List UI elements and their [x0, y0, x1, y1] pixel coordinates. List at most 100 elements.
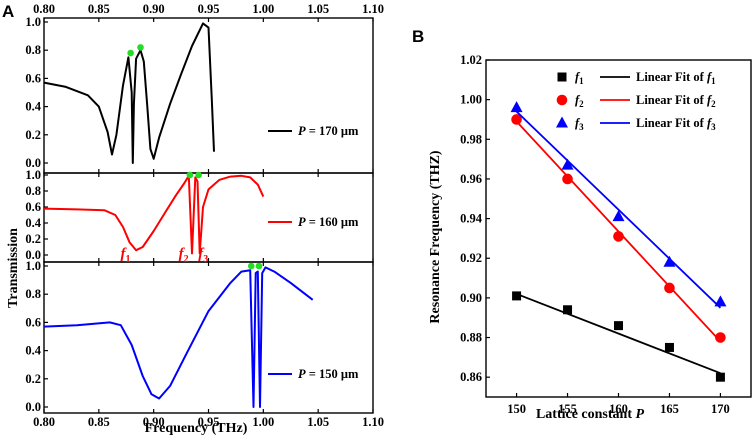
- legend-label-prefix: P: [298, 215, 306, 229]
- panel-b-xtick-label: 160: [609, 402, 628, 416]
- panel-a-xtick-label-top: 0.95: [198, 2, 220, 16]
- legend-fit-base: f: [707, 116, 713, 130]
- legend-label-1: P = 170 μm: [298, 124, 359, 138]
- panel-a-ytick-label: 0.6: [25, 200, 41, 214]
- panel-b-ylabel: Resonance Frequency (THZ): [428, 150, 443, 324]
- data-point-f2: [511, 114, 522, 125]
- panel-a-ytick-label: 0.0: [25, 248, 41, 262]
- resonance-label-f2: f2: [179, 246, 189, 265]
- panel-a-letter: A: [2, 2, 14, 21]
- panel-b-xlabel-text: Lattice constant: [536, 407, 636, 422]
- panel-a-xtick-label-bottom: 0.95: [198, 415, 220, 429]
- legend-fit-base: f: [707, 93, 713, 107]
- panel-b-ytick-label: 0.88: [460, 331, 482, 345]
- panel-a-xtick-label-top: 1.05: [307, 2, 329, 16]
- panel-a-xtick-label-top: 0.85: [88, 2, 110, 16]
- legend-label-2: P = 160 μm: [298, 215, 359, 229]
- resonance-label-base: f: [198, 246, 205, 262]
- panel-a-ytick-label: 0.0: [25, 400, 41, 414]
- panel-a-ytick-label: 0.2: [25, 232, 41, 246]
- data-point-f3: [663, 255, 676, 267]
- panel-a-xtick-label-bottom: 1.05: [307, 415, 329, 429]
- resonance-label-base: f: [179, 246, 186, 262]
- resonance-marker: [195, 171, 202, 179]
- panel-b-xlabel-italic: P: [635, 407, 644, 422]
- legend-label-f1: f1: [575, 70, 584, 86]
- legend-fit-label-f1: Linear Fit of f1: [636, 70, 716, 86]
- panel-b-ytick-label: 0.94: [460, 212, 483, 226]
- panel-a-ytick-label: 1.0: [25, 168, 41, 182]
- legend-label-prefix: P: [298, 367, 306, 381]
- resonance-marker: [127, 49, 134, 57]
- legend-marker-f2: [556, 94, 568, 106]
- panel-a-ytick-label: 0.8: [25, 287, 41, 301]
- legend-series-base: f: [575, 70, 581, 84]
- legend-label-prefix: P: [298, 124, 306, 138]
- panel-b-frame: [485, 59, 752, 398]
- legend-marker-f3: [556, 116, 568, 128]
- data-point-f1: [512, 291, 522, 301]
- panel-a-xtick-label-top: 0.90: [143, 2, 165, 16]
- resonance-label-sub: 2: [184, 254, 189, 265]
- panel-a-xtick-label-bottom: 0.85: [88, 415, 110, 429]
- legend-fit-label-f2: Linear Fit of f2: [636, 93, 716, 109]
- panel-b-letter: B: [412, 27, 424, 46]
- panel-a-ytick-label: 0.8: [25, 43, 41, 57]
- panel-a-xtick-label-top: 1.00: [252, 2, 274, 16]
- panel-a-ytick-label: 0.4: [25, 344, 41, 358]
- panel-b-xtick-label: 170: [711, 402, 730, 416]
- panel-b-ytick-label: 0.98: [460, 132, 482, 146]
- data-point-f3: [714, 295, 727, 307]
- fit-line-f1: [516, 293, 721, 375]
- transmission-curve-1: [43, 22, 215, 164]
- panel-a-ytick-label: 0.2: [25, 128, 41, 142]
- resonance-label-sub: 3: [203, 254, 208, 265]
- data-point-f2: [664, 282, 675, 294]
- legend-series-sub: 1: [579, 76, 584, 86]
- panel-b-xtick-label: 155: [558, 402, 577, 416]
- panel-b-xlabel: Lattice constant P: [536, 407, 645, 422]
- data-point-f3: [612, 210, 625, 222]
- resonance-label-f1: f1: [120, 246, 130, 265]
- legend-marker-f1: [557, 72, 567, 82]
- resonance-label-sub: 1: [125, 254, 130, 265]
- panel-b-ytick-label: 1.02: [460, 53, 482, 67]
- legend-fit-text: Linear Fit of: [636, 116, 707, 130]
- data-point-f1: [614, 321, 623, 331]
- panel-b-xtick-label: 150: [507, 402, 526, 416]
- data-point-f1: [664, 342, 674, 352]
- legend-label-text: = 160 μm: [306, 215, 359, 229]
- panel-a-ytick-label: 0.8: [25, 184, 41, 198]
- legend-series-base: f: [575, 116, 581, 130]
- panel-a-xtick-label-top: 1.10: [362, 2, 384, 16]
- legend-label-f2: f2: [575, 93, 584, 109]
- data-point-f1: [563, 305, 573, 315]
- resonance-label-base: f: [120, 246, 127, 262]
- panel-a: 0.0 0.2 0.4 0.6 0.8 1.0 P = 170 μm 0.0 0.2 0.4 0.6…: [25, 2, 384, 429]
- panel-a-ytick-label: 0.6: [25, 315, 41, 329]
- resonance-marker: [255, 262, 263, 270]
- data-point-f1: [715, 372, 725, 382]
- legend-series-base: f: [575, 93, 581, 107]
- legend-fit-label-f3: Linear Fit of f3: [636, 116, 716, 132]
- panel-a-xtick-label-bottom: 0.90: [143, 415, 165, 429]
- data-point-f2: [613, 231, 624, 242]
- data-point-f3: [561, 158, 574, 170]
- legend-label-f3: f3: [575, 116, 584, 132]
- panel-a-xtick-label-top: 0.80: [33, 2, 55, 16]
- panel-a-xtick-label-bottom: 1.10: [362, 415, 384, 429]
- resonance-marker: [186, 171, 194, 179]
- panel-b-ytick-label: 0.86: [460, 370, 482, 384]
- panel-a-xtick-label-bottom: 1.00: [252, 415, 274, 429]
- legend-label-3: P = 150 μm: [298, 367, 359, 381]
- panel-a-ytick-label: 0.6: [25, 71, 41, 85]
- fit-line-f3: [515, 110, 722, 309]
- panel-a-ytick-label: 0.4: [25, 216, 41, 230]
- panel-a-xtick-label-bottom: 0.80: [33, 415, 55, 429]
- transmission-curve-2: [43, 174, 265, 255]
- panel-b-ytick-label: 1.00: [460, 93, 482, 107]
- legend-fit-text: Linear Fit of: [636, 70, 707, 84]
- panel-b-ytick-label: 0.90: [460, 291, 482, 305]
- panel-b: 0.86 0.88 0.90 0.92 0.94 0.96 0.98 1.00 1.02 150 1…: [460, 53, 752, 416]
